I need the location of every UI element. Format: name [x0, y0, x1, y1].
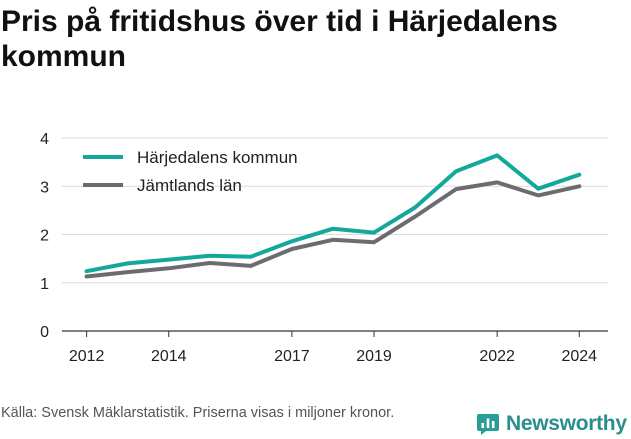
x-tick-label: 2019 — [356, 348, 392, 365]
y-tick-label: 1 — [40, 276, 49, 293]
grid-lines — [62, 137, 608, 332]
x-tick-label: 2012 — [69, 348, 105, 365]
series-line-2 — [84, 180, 582, 279]
x-tick-label: 2014 — [151, 348, 187, 365]
brand-name: Newsworthy — [506, 412, 627, 435]
newsworthy-logo-icon — [477, 414, 499, 435]
x-tick-label: 2024 — [561, 348, 597, 365]
legend-label: Härjedalens kommun — [137, 148, 298, 167]
series-line-1 — [84, 153, 582, 274]
legend: Härjedalens kommun Jämtlands län — [83, 148, 298, 195]
x-tick-label: 2022 — [479, 348, 515, 365]
x-axis-ticks: 2012 2014 2017 2019 2022 2024 — [69, 331, 597, 365]
chart-title: Pris på fritidshus över tid i Härjedalen… — [1, 5, 558, 73]
x-tick-label: 2017 — [274, 348, 310, 365]
y-tick-label: 0 — [40, 324, 49, 341]
legend-label: Jämtlands län — [137, 176, 242, 195]
brand-logo: Newsworthy — [476, 409, 627, 439]
y-tick-label: 2 — [40, 228, 49, 245]
y-tick-label: 3 — [40, 179, 49, 196]
series-lines — [84, 153, 582, 279]
source-note: Källa: Svensk Mäklarstatistik. Priserna … — [1, 405, 395, 421]
y-axis-ticks: 0 1 2 3 4 — [40, 131, 49, 341]
y-tick-label: 4 — [40, 131, 49, 148]
